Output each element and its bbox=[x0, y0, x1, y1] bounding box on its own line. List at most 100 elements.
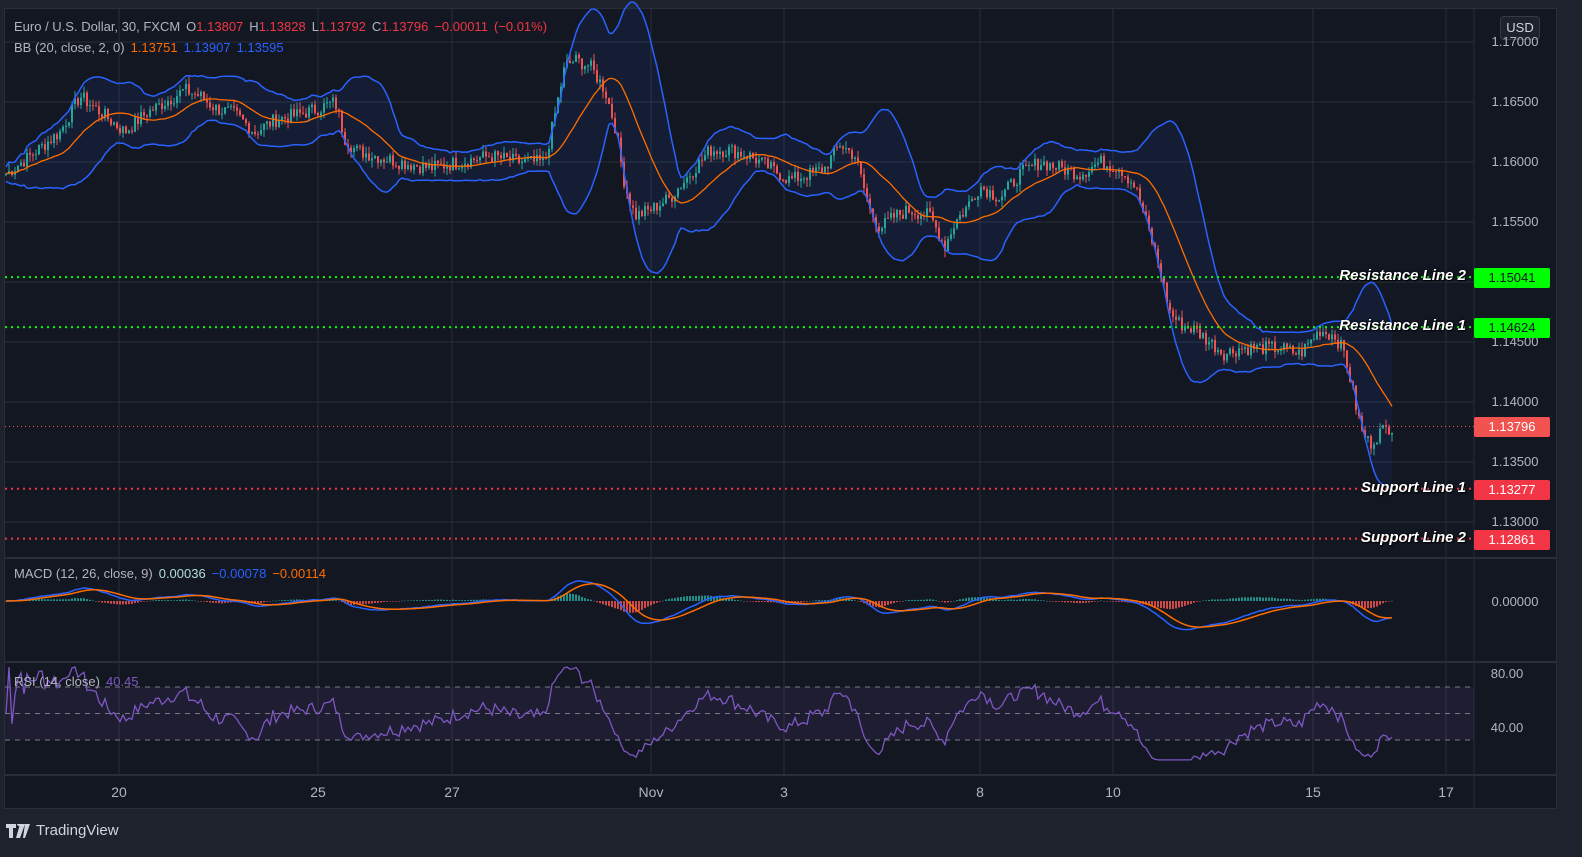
candle-body bbox=[1235, 353, 1237, 357]
macd-histogram-bar bbox=[1232, 598, 1234, 601]
candle-body bbox=[1136, 187, 1138, 189]
candle-body bbox=[26, 152, 28, 167]
support-line-2-label[interactable]: Support Line 2 bbox=[1361, 529, 1466, 546]
bb-label[interactable]: BB (20, close, 2, 0) bbox=[14, 40, 125, 55]
macd-histogram-bar bbox=[701, 595, 703, 601]
candle-body bbox=[362, 146, 364, 158]
candle-body bbox=[1040, 165, 1042, 171]
candle-body bbox=[80, 97, 82, 106]
candle-body bbox=[1157, 248, 1159, 264]
macd-histogram-bar bbox=[737, 600, 739, 601]
symbol-title[interactable]: Euro / U.S. Dollar, 30, FXCM bbox=[14, 19, 181, 34]
macd-histogram-bar bbox=[812, 600, 814, 602]
macd-histogram-bar bbox=[1235, 598, 1237, 601]
candle-body bbox=[905, 206, 907, 219]
candle-body bbox=[188, 83, 190, 95]
macd-histogram-bar bbox=[449, 600, 451, 601]
candle-body bbox=[950, 234, 952, 240]
chart-frame bbox=[4, 8, 1557, 809]
macd-histogram-bar bbox=[434, 599, 436, 601]
candle-body bbox=[398, 165, 400, 169]
macd-histogram-bar bbox=[458, 600, 460, 601]
macd-histogram-bar bbox=[974, 597, 976, 601]
candle-body bbox=[935, 220, 937, 228]
macd-histogram-bar bbox=[518, 601, 520, 602]
macd-histogram-bar bbox=[1301, 600, 1303, 601]
macd-histogram-bar bbox=[911, 599, 913, 601]
candle-body bbox=[452, 157, 454, 171]
macd-histogram-bar bbox=[1118, 601, 1120, 602]
macd-histogram-bar bbox=[1358, 601, 1360, 608]
macd-histogram-bar bbox=[1115, 601, 1117, 602]
macd-histogram-bar bbox=[896, 601, 898, 603]
macd-histogram-bar bbox=[44, 599, 46, 601]
candle-body bbox=[395, 165, 397, 167]
candle-body bbox=[197, 94, 199, 97]
macd-histogram-bar bbox=[92, 600, 94, 601]
macd-histogram-bar bbox=[1313, 599, 1315, 601]
support-line-1-label[interactable]: Support Line 1 bbox=[1361, 479, 1466, 496]
macd-histogram-bar bbox=[1361, 601, 1363, 608]
candle-body bbox=[533, 156, 535, 162]
candle-body bbox=[887, 217, 889, 219]
macd-histogram-bar bbox=[992, 598, 994, 601]
candle-body bbox=[383, 159, 385, 163]
candle-body bbox=[1244, 347, 1246, 349]
candle-body bbox=[611, 104, 613, 118]
bb-legend: BB (20, close, 2, 0) 1.13751 1.13907 1.1359… bbox=[14, 40, 290, 55]
candle-body bbox=[1115, 171, 1117, 173]
candle-body bbox=[1370, 436, 1372, 449]
candle-body bbox=[1022, 165, 1024, 170]
candle-body bbox=[1373, 444, 1375, 449]
macd-histogram-bar bbox=[1205, 600, 1207, 601]
candle-body bbox=[1388, 426, 1390, 435]
candle-body bbox=[98, 106, 100, 115]
tradingview-logo[interactable]: TradingView bbox=[6, 822, 119, 839]
candle-body bbox=[32, 154, 34, 156]
resistance-line-1-price-tag: 1.14624 bbox=[1474, 318, 1550, 338]
macd-histogram-bar bbox=[104, 601, 106, 603]
macd-histogram-bar bbox=[950, 601, 952, 602]
macd-histogram-bar bbox=[635, 601, 637, 613]
candle-body bbox=[1010, 179, 1012, 182]
candle-body bbox=[1175, 316, 1177, 320]
candle-body bbox=[125, 126, 127, 134]
macd-histogram-bar bbox=[1058, 601, 1060, 602]
macd-histogram-bar bbox=[149, 600, 151, 602]
candle-body bbox=[1214, 339, 1216, 353]
rsi-label[interactable]: RSI (14, close) bbox=[14, 674, 100, 689]
candle-body bbox=[299, 109, 301, 113]
candle-body bbox=[1121, 170, 1123, 176]
candle-body bbox=[551, 121, 553, 149]
macd-histogram-bar bbox=[476, 599, 478, 601]
macd-histogram-bar bbox=[1298, 599, 1300, 601]
macd-histogram-bar bbox=[1001, 600, 1003, 601]
tradingview-logo-icon bbox=[6, 823, 30, 838]
candle-body bbox=[854, 157, 856, 160]
macd-histogram-bar bbox=[140, 601, 142, 602]
macd-histogram-bar bbox=[716, 596, 718, 601]
resistance-line-2-label[interactable]: Resistance Line 2 bbox=[1339, 267, 1466, 284]
candle-body bbox=[1061, 161, 1063, 168]
candle-body bbox=[632, 205, 634, 208]
macd-histogram-bar bbox=[1037, 599, 1039, 601]
macd-histogram-bar bbox=[917, 599, 919, 601]
resistance-line-1-label[interactable]: Resistance Line 1 bbox=[1339, 317, 1466, 334]
candle-body bbox=[686, 177, 688, 183]
candle-body bbox=[386, 161, 388, 163]
candle-body bbox=[1154, 243, 1156, 249]
candle-body bbox=[110, 119, 112, 125]
macd-label[interactable]: MACD (12, 26, close, 9) bbox=[14, 566, 153, 581]
macd-histogram-bar bbox=[881, 601, 883, 607]
candle-body bbox=[863, 174, 865, 189]
macd-histogram-bar bbox=[260, 601, 262, 603]
candle-body bbox=[986, 188, 988, 198]
macd-histogram-bar bbox=[53, 599, 55, 601]
currency-badge[interactable]: USD bbox=[1500, 16, 1540, 40]
macd-histogram-bar bbox=[1079, 601, 1081, 604]
candle-body bbox=[509, 156, 511, 161]
candle-body bbox=[1133, 182, 1135, 188]
price-tick: 1.13500 bbox=[1491, 454, 1539, 469]
candle-body bbox=[182, 89, 184, 91]
